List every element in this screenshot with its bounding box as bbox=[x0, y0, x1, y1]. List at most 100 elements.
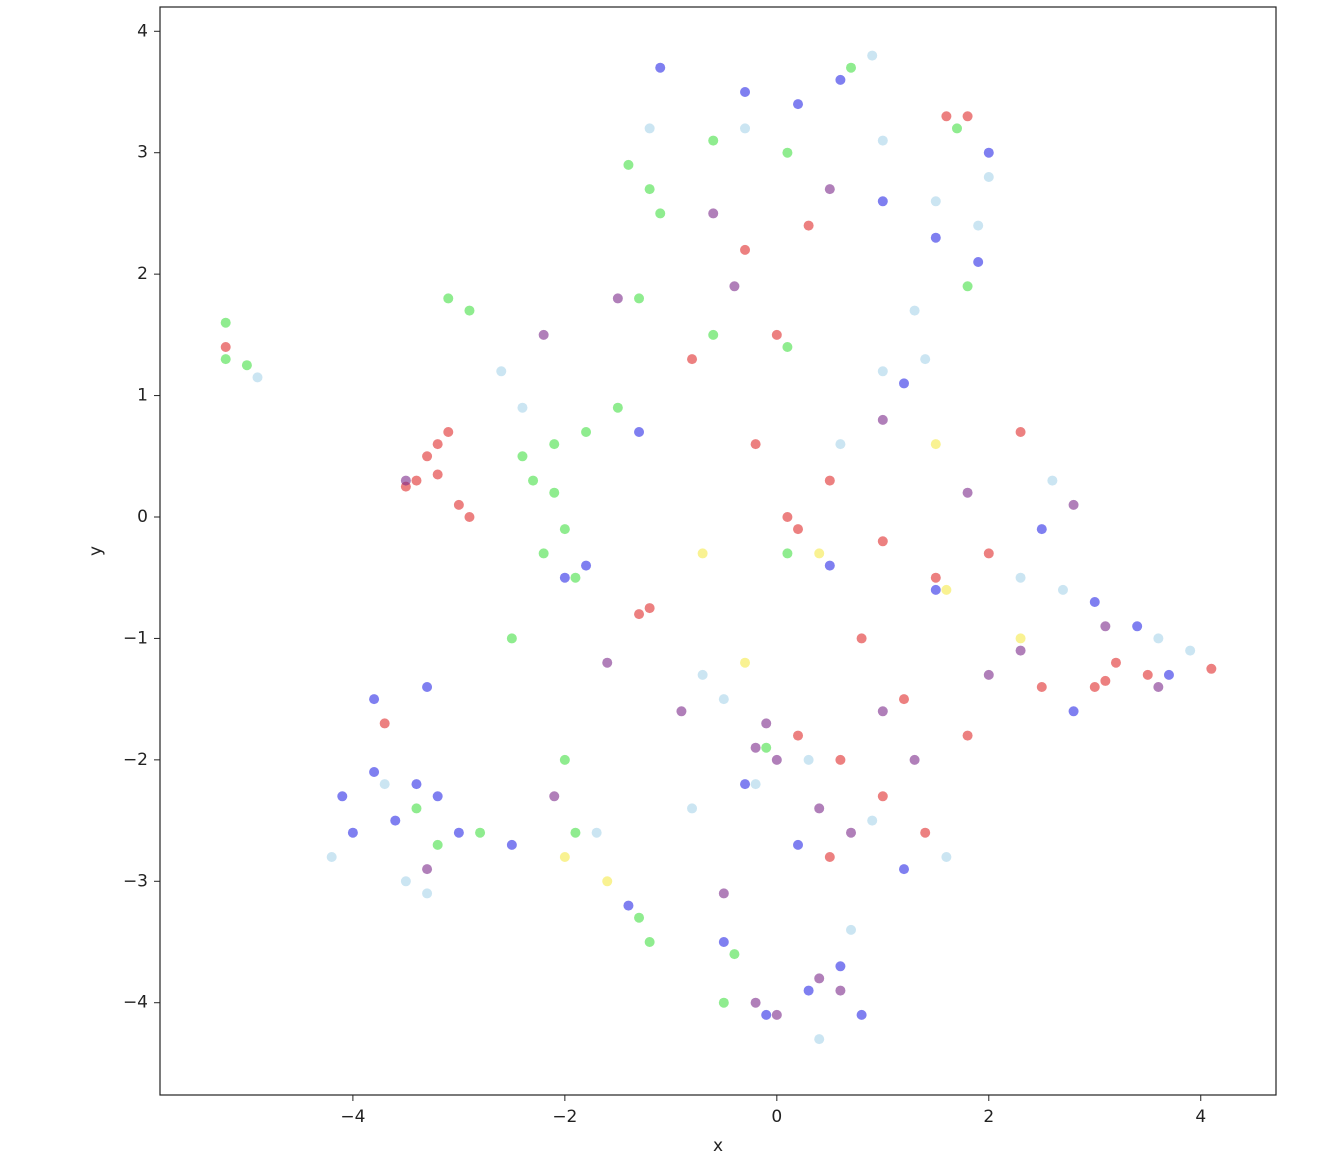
point bbox=[814, 973, 825, 984]
y-tick-label: −4 bbox=[123, 993, 148, 1013]
point bbox=[1132, 621, 1143, 632]
point bbox=[634, 427, 645, 437]
point bbox=[581, 560, 592, 571]
point bbox=[899, 864, 909, 875]
point bbox=[740, 779, 751, 790]
point bbox=[400, 475, 411, 486]
point bbox=[718, 888, 729, 899]
point bbox=[676, 706, 687, 717]
point bbox=[1153, 633, 1164, 644]
point bbox=[740, 657, 751, 668]
point bbox=[644, 123, 655, 134]
point bbox=[411, 475, 422, 486]
point bbox=[220, 342, 231, 352]
point bbox=[517, 451, 528, 462]
point bbox=[655, 62, 666, 73]
point bbox=[846, 62, 857, 73]
point bbox=[740, 123, 751, 134]
point bbox=[422, 864, 433, 875]
point bbox=[718, 997, 729, 1008]
point bbox=[220, 317, 231, 328]
point bbox=[1153, 682, 1164, 692]
point bbox=[708, 329, 719, 340]
point bbox=[973, 220, 984, 231]
point bbox=[930, 232, 941, 243]
point bbox=[782, 147, 793, 158]
point bbox=[718, 937, 729, 947]
point bbox=[1015, 572, 1026, 583]
point bbox=[337, 791, 348, 802]
point bbox=[623, 159, 634, 170]
point bbox=[750, 742, 761, 753]
y-tick-label: 3 bbox=[137, 143, 148, 163]
point bbox=[559, 852, 570, 862]
point bbox=[708, 208, 719, 219]
point bbox=[1110, 657, 1121, 668]
point bbox=[856, 1009, 867, 1020]
point bbox=[496, 366, 507, 377]
point bbox=[432, 791, 443, 802]
point bbox=[771, 329, 782, 340]
point bbox=[1047, 475, 1058, 486]
point bbox=[729, 281, 740, 292]
point bbox=[846, 827, 857, 838]
point bbox=[835, 754, 846, 765]
point bbox=[379, 779, 390, 790]
point bbox=[390, 815, 401, 826]
x-tick-label: 0 bbox=[771, 1107, 782, 1127]
point bbox=[538, 548, 549, 559]
point bbox=[422, 888, 433, 899]
point bbox=[1100, 675, 1111, 686]
point bbox=[983, 548, 994, 559]
point bbox=[856, 633, 867, 644]
point bbox=[644, 184, 655, 195]
point bbox=[369, 767, 380, 777]
point bbox=[559, 572, 570, 583]
x-tick-label: −4 bbox=[340, 1107, 365, 1127]
point bbox=[528, 475, 539, 486]
point bbox=[877, 791, 888, 802]
point bbox=[634, 293, 645, 304]
point bbox=[814, 1034, 825, 1045]
point bbox=[1036, 524, 1047, 535]
point bbox=[750, 439, 761, 450]
point bbox=[835, 439, 846, 450]
point bbox=[655, 208, 666, 219]
point bbox=[729, 949, 740, 960]
point bbox=[930, 584, 941, 595]
point bbox=[443, 293, 454, 304]
point bbox=[687, 354, 698, 365]
point bbox=[612, 293, 623, 304]
point bbox=[973, 257, 984, 267]
point bbox=[612, 402, 623, 413]
point bbox=[644, 603, 655, 614]
point bbox=[422, 451, 433, 462]
point bbox=[1068, 499, 1079, 510]
point bbox=[220, 354, 231, 365]
point bbox=[1163, 669, 1174, 680]
point bbox=[803, 220, 814, 231]
point bbox=[803, 985, 814, 996]
point bbox=[877, 536, 888, 547]
point bbox=[962, 487, 973, 498]
point bbox=[740, 244, 751, 255]
point bbox=[570, 572, 581, 583]
point bbox=[920, 354, 931, 365]
point bbox=[782, 548, 793, 559]
point bbox=[1089, 597, 1100, 607]
point bbox=[1089, 682, 1100, 692]
point bbox=[761, 742, 772, 753]
point bbox=[814, 803, 825, 814]
point bbox=[824, 184, 835, 195]
x-tick-label: −2 bbox=[552, 1107, 577, 1127]
point bbox=[432, 839, 443, 850]
point bbox=[782, 512, 793, 522]
point bbox=[867, 50, 878, 61]
point bbox=[930, 196, 941, 207]
point bbox=[634, 609, 645, 620]
point bbox=[877, 196, 888, 207]
point bbox=[453, 827, 464, 838]
y-tick-label: 0 bbox=[137, 507, 148, 527]
point bbox=[1185, 645, 1196, 656]
point bbox=[962, 111, 973, 122]
